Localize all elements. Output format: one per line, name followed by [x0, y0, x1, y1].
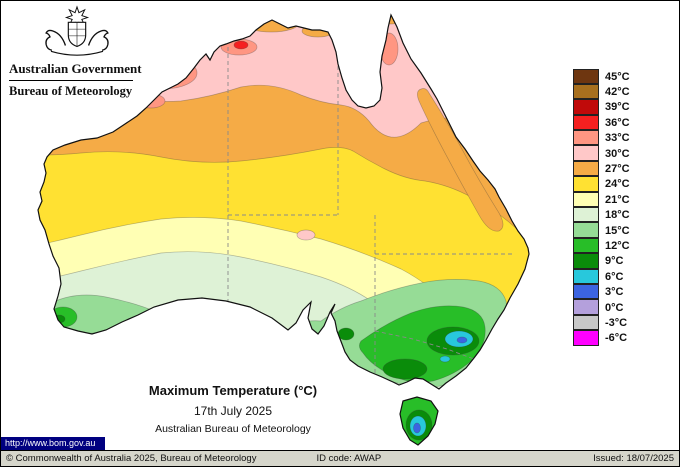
legend-swatch — [573, 207, 599, 223]
agency-header: Australian Government Bureau of Meteorol… — [9, 5, 145, 99]
map-date: 17th July 2025 — [193, 404, 273, 418]
legend-label: 9°C — [605, 255, 624, 268]
legend-entry: 21°C — [573, 191, 630, 208]
header-divider — [9, 80, 133, 81]
legend-swatch — [573, 268, 599, 284]
band-27-cobourg — [242, 15, 300, 33]
legend-entry: 27°C — [573, 160, 630, 177]
legend-label: 42°C — [605, 86, 630, 99]
legend-swatch — [573, 130, 599, 146]
coat-of-arms-icon — [45, 5, 109, 56]
bureau-label: Bureau of Meteorology — [9, 84, 133, 98]
band-3-alps — [456, 336, 468, 344]
legend-swatch — [573, 160, 599, 177]
legend-entry: -3°C — [573, 314, 630, 331]
legend-entry: 3°C — [573, 283, 630, 300]
australia-temperature-map — [37, 13, 530, 446]
legend-swatch — [573, 114, 599, 131]
legend-entry: 9°C — [573, 253, 630, 269]
footer-bar: © Commonwealth of Australia 2025, Bureau… — [1, 450, 679, 466]
legend-label: 33°C — [605, 132, 630, 145]
legend-label: 15°C — [605, 224, 630, 237]
legend-entry: 24°C — [573, 176, 630, 192]
legend-swatch — [573, 314, 599, 331]
legend-swatch — [573, 99, 599, 115]
legend-label: 27°C — [605, 163, 630, 176]
legend-entry: 42°C — [573, 83, 630, 100]
band-36-topend — [233, 40, 249, 50]
legend-entry: 30°C — [573, 145, 630, 161]
legend-entry: 33°C — [573, 130, 630, 146]
legend-label: 30°C — [605, 147, 630, 160]
temperature-legend: 45°C 42°C 39°C 36°C 33°C 30°C 27°C 24°C 21°C 18°C… — [573, 68, 630, 346]
legend-entry: -6°C — [573, 330, 630, 346]
band-6-alps-south — [439, 355, 451, 363]
legend-swatch — [573, 299, 599, 315]
legend-swatch — [573, 222, 599, 238]
legend-entry: 18°C — [573, 207, 630, 223]
map-title: Maximum Temperature (°C) — [148, 383, 318, 398]
legend-swatch — [573, 237, 599, 254]
legend-swatch — [573, 253, 599, 269]
band-3-tasmania — [413, 422, 421, 434]
salt-lake-spot — [296, 229, 316, 241]
legend-swatch — [573, 176, 599, 192]
legend-label: 24°C — [605, 178, 630, 191]
legend-entry: 45°C — [573, 68, 630, 84]
legend-entry: 36°C — [573, 114, 630, 131]
footer-issued: Issued: 18/07/2025 — [593, 453, 674, 464]
legend-swatch — [573, 283, 599, 300]
band-9-vic-coast — [382, 358, 428, 380]
legend-swatch — [573, 83, 599, 100]
footer-id-code: ID code: AWAP — [316, 453, 382, 464]
legend-swatch — [573, 330, 599, 346]
legend-entry: 6°C — [573, 268, 630, 284]
legend-label: 21°C — [605, 193, 630, 206]
legend-swatch — [573, 68, 599, 84]
legend-label: 6°C — [605, 270, 624, 283]
map-caption: Maximum Temperature (°C) 17th July 2025 … — [83, 383, 383, 435]
legend-label: 18°C — [605, 209, 630, 222]
legend-label: 12°C — [605, 239, 630, 252]
bom-url[interactable]: http://www.bom.gov.au — [1, 437, 106, 450]
legend-entry: 39°C — [573, 99, 630, 115]
legend-swatch — [573, 145, 599, 161]
legend-label: -6°C — [605, 332, 628, 345]
legend-label: 3°C — [605, 286, 624, 299]
legend-label: 0°C — [605, 301, 624, 314]
band-36-kimberley — [148, 64, 174, 78]
band-33-capeyork — [379, 32, 399, 66]
footer-copyright: © Commonwealth of Australia 2025, Bureau… — [6, 453, 257, 464]
legend-entry: 15°C — [573, 222, 630, 238]
legend-entry: 12°C — [573, 237, 630, 254]
australia-outline — [37, 13, 530, 390]
map-org: Australian Bureau of Meteorology — [155, 423, 311, 435]
tasmania-outline — [399, 396, 439, 446]
legend-label: 45°C — [605, 70, 630, 83]
government-label: Australian Government — [9, 61, 142, 76]
legend-entry: 0°C — [573, 299, 630, 315]
legend-swatch — [573, 191, 599, 208]
legend-label: 36°C — [605, 116, 630, 129]
state-borders — [227, 47, 513, 373]
legend-label: 39°C — [605, 101, 630, 114]
band-27-qld-coast — [417, 88, 504, 232]
legend-label: -3°C — [605, 316, 628, 329]
